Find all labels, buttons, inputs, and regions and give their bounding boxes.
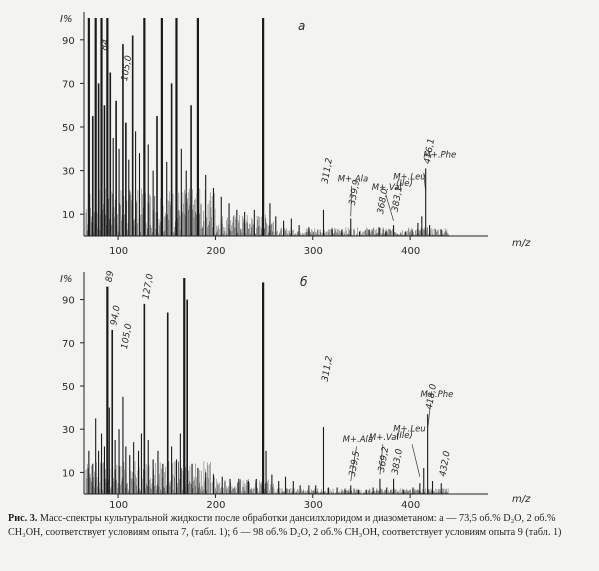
y-tick-label-b-50: 50: [62, 382, 75, 393]
peak-annotation-b-311-2: 311,2: [321, 355, 335, 382]
peak-annotation-b-94-0: 94,0: [109, 304, 122, 326]
y-tick-label-b-10: 10: [62, 468, 75, 479]
peak-annotation-b-369-2: 369,2: [377, 446, 391, 473]
peak-annotation-b-418-0: 418,0: [425, 383, 439, 410]
y-tick-label-a-90: 90: [62, 36, 75, 47]
ion-label-b-mala: M+.Ala: [343, 435, 374, 445]
leader-line-a-0: [350, 185, 353, 217]
peak-annotation-b-127-0: 127,0: [141, 273, 155, 300]
leader-line-b-1: [379, 444, 384, 475]
panel-label-a: a: [298, 19, 305, 33]
leader-line-b-0: [350, 446, 357, 482]
peak-annotation-a-105-0: 105,0: [120, 55, 134, 82]
x-tick-label-b-100: 100: [109, 500, 128, 511]
ion-label-a-mphe: M+.Phe: [423, 151, 456, 161]
x-tick-label-b-200: 200: [206, 500, 225, 511]
leader-line-b-2: [427, 403, 431, 430]
leader-line-a-1: [385, 194, 394, 221]
peak-annotation-b-432-0: 432,0: [438, 450, 452, 477]
x-tick-label-b-400: 400: [401, 500, 420, 511]
x-tick-label-a-100: 100: [109, 246, 128, 257]
y-axis-label-a: I%: [60, 14, 72, 25]
ion-label-a-mval: M+.Val: [372, 183, 403, 193]
x-tick-label-a-400: 400: [401, 246, 420, 257]
y-tick-label-a-50: 50: [62, 123, 75, 134]
y-tick-label-a-10: 10: [62, 210, 75, 221]
peak-annotation-a-84: 84: [100, 38, 112, 51]
ion-label-b-ile: (Ile): [396, 431, 413, 441]
peak-annotation-a-368-0: 368,0: [376, 188, 390, 215]
peak-annotation-b-339-5: 339,5: [348, 450, 362, 477]
y-tick-label-a-70: 70: [62, 79, 75, 90]
panel-label-b: б: [300, 275, 308, 289]
x-tick-label-a-200: 200: [206, 246, 225, 257]
y-tick-label-b-30: 30: [62, 425, 75, 436]
ion-label-b-mval: M+.Val: [369, 433, 400, 443]
peaks-a: [87, 18, 442, 236]
mass-spectrum-panel-a: 10 30 50 70 90 100 200 300 400 I% m/z a 84 105,0 311,2…: [60, 12, 531, 257]
ion-label-b-mphe: M+.Phe: [420, 390, 453, 400]
peaks-b: [88, 278, 442, 494]
peak-annotation-b-383-0: 383,0: [391, 448, 405, 475]
x-tick-label-a-300: 300: [304, 246, 323, 257]
x-tick-label-b-300: 300: [304, 500, 323, 511]
ion-label-a-ile: (Ile): [396, 179, 413, 189]
leader-line-a-2: [423, 172, 427, 193]
figure-caption: Рис. 3. Масс-спектры культуральной жидко…: [8, 512, 592, 539]
caption-prefix: Рис. 3.: [8, 513, 38, 524]
leader-line-b-3: [411, 444, 421, 477]
peak-annotation-a-383-1: 383,1: [391, 186, 405, 213]
ion-label-b-mleu: M+.Leu: [393, 424, 426, 434]
x-axis-label-b: m/z: [512, 494, 531, 505]
y-tick-label-b-90: 90: [62, 296, 75, 307]
peak-annotation-a-416-1: 416,1: [423, 138, 437, 165]
y-tick-label-b-70: 70: [62, 339, 75, 350]
peak-annotation-b-89: 89: [104, 270, 116, 283]
x-axis-label-a: m/z: [512, 238, 531, 249]
peak-annotation-b-105-0: 105,0: [120, 323, 134, 350]
ion-label-a-mala: M+.Ala: [338, 175, 369, 185]
y-tick-label-a-30: 30: [62, 167, 75, 178]
ion-label-a-mleu: M+.Leu: [393, 172, 426, 182]
caption-text: Масс-спектры культуральной жидкости посл…: [8, 513, 562, 538]
peak-annotation-a-311-2: 311,2: [321, 157, 335, 184]
y-axis-label-b: I%: [60, 274, 72, 285]
